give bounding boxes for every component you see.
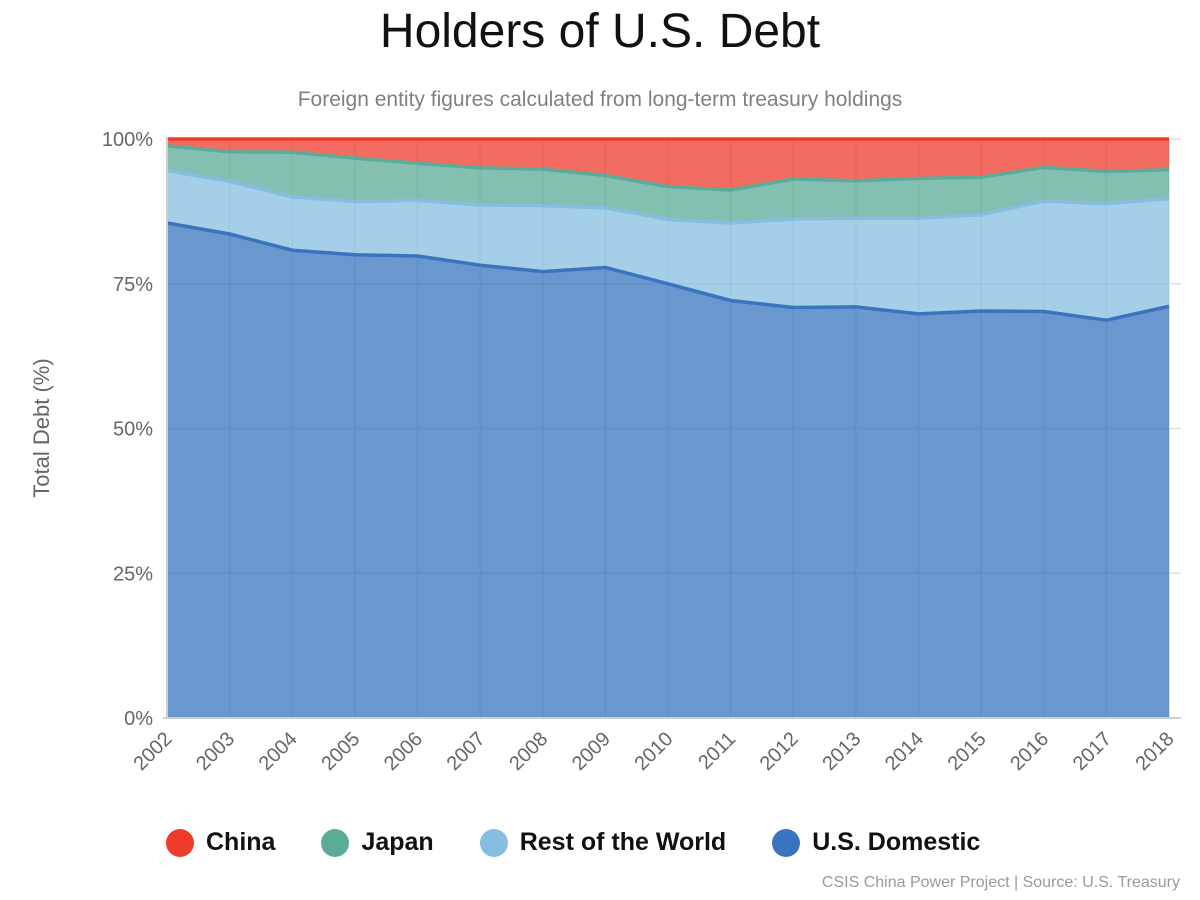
x-tick-label: 2004 [255,728,302,775]
legend-item: China [166,828,275,857]
legend-label: Rest of the World [519,828,727,856]
x-tick-label: 2003 [192,728,239,775]
legend-swatch [166,828,194,857]
area-series [167,139,1169,718]
x-tick-label: 2016 [1006,728,1053,775]
x-tick-label: 2015 [944,728,991,775]
line-japan [166,144,1170,192]
x-tick-label: 2008 [505,728,552,775]
legend-label: Japan [361,828,434,856]
x-tick-label: 2011 [694,728,740,774]
y-tick-label: 25% [113,563,153,585]
legend: China Japan Rest of the World U.S. Domestic [166,828,1026,857]
area-japan [167,145,1169,223]
y-tick-label: 50% [113,419,153,441]
legend-item: Japan [321,828,434,857]
line-u-s-domestic [166,221,1170,322]
x-tick-label: 2007 [443,728,490,775]
x-tick-label: 2012 [756,728,803,775]
y-tick-label: 100% [102,129,153,151]
y-tick-label: 75% [113,274,153,296]
legend-label: China [206,828,276,856]
legend-swatch [479,828,508,857]
x-tick-label: 2017 [1069,728,1116,775]
line-rest-of-the-world [166,169,1170,225]
chart-title: Holders of U.S. Debt [379,5,821,58]
chart-subtitle: Foreign entity figures calculated from l… [297,88,903,111]
series-lines [166,137,1170,322]
legend-swatch [772,828,801,857]
x-tick-label: 2010 [631,728,678,775]
x-tick-label: 2002 [130,728,177,775]
x-tick-label: 2013 [818,728,865,775]
x-tick-label: 2014 [881,728,928,775]
x-tick-label: 2006 [380,728,427,775]
legend-swatch [321,828,350,857]
source-note: CSIS China Power Project | Source: U.S. … [821,874,1180,891]
area-u-s-domestic [167,223,1169,718]
x-tick-label: 2009 [568,728,615,775]
area-rest-of-the-world [167,170,1169,321]
legend-label: U.S. Domestic [812,828,981,856]
x-tick-label: 2018 [1132,728,1179,775]
x-tick-label: 2005 [317,728,364,775]
y-axis-title: Total Debt (%) [29,358,54,497]
y-tick-label: 0% [124,708,153,730]
legend-item: U.S. Domestic [772,828,980,857]
legend-item: Rest of the World [479,828,727,857]
